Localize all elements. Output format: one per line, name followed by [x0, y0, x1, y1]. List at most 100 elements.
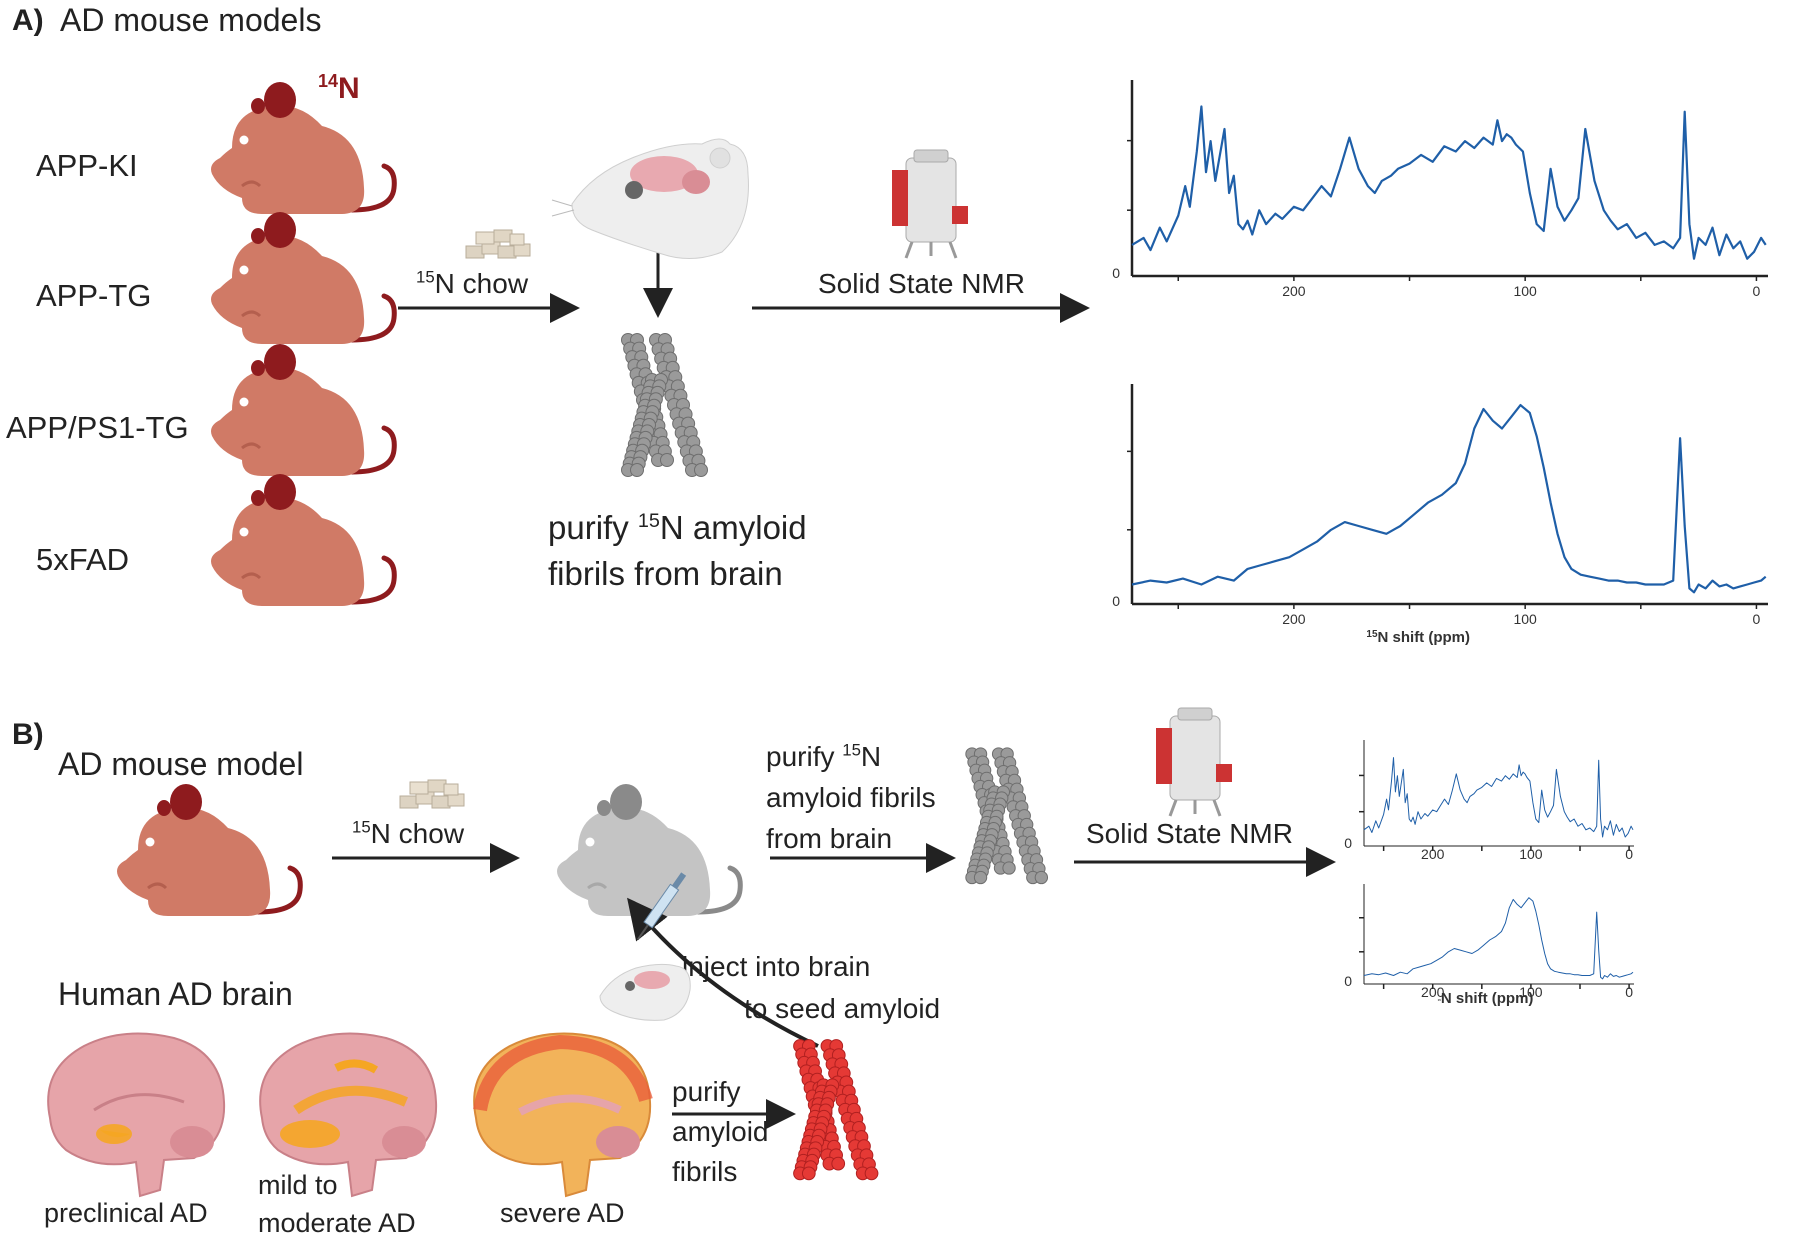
- stage-mild-line1: mild to: [258, 1170, 338, 1200]
- mouse-head-small-icon: [599, 963, 691, 1021]
- model-label-app-tg: APP-TG: [36, 278, 152, 313]
- spectrum-line: [1131, 105, 1767, 260]
- y-tick-label: 0: [1112, 265, 1120, 281]
- fibril-gray-b-icon: [965, 747, 1049, 885]
- brain-preclinical-icon: [47, 1032, 226, 1198]
- purify-a-pre: purify: [548, 509, 638, 546]
- panel-b-chow-label: 15N chow: [352, 818, 464, 850]
- purify-human-line2: amyloid: [672, 1116, 769, 1147]
- panel-a-title: AD mouse models: [60, 2, 322, 38]
- mouse-icon: [117, 784, 303, 916]
- x-tick-label: 200: [1282, 611, 1306, 627]
- chow-b-sup: 15: [352, 817, 371, 837]
- x-tick-label: 200: [1282, 283, 1306, 299]
- purify-human-label: purify amyloid fibrils: [672, 1072, 768, 1192]
- x-tick-label: 100: [1513, 283, 1537, 299]
- purify-b-line3: from brain: [766, 823, 893, 854]
- panel-a-label: A): [12, 4, 44, 37]
- panel-b-nmr-label: Solid State NMR: [1086, 818, 1293, 849]
- stage-label-mild-moderate: mild to moderate AD: [258, 1166, 416, 1242]
- brain-mild-moderate-icon: [259, 1032, 438, 1198]
- y-tick-label: 0: [1344, 973, 1352, 989]
- x-tick-label: 0: [1625, 984, 1633, 1000]
- stage-mild-line2: moderate AD: [258, 1208, 416, 1238]
- x-axis-title-text: N shift (ppm): [1378, 629, 1470, 646]
- inject-label: inject into brain to seed amyloid: [682, 946, 940, 1030]
- x-axis-title: 15N shift (ppm): [1438, 990, 1534, 1007]
- mouse-icon: [211, 344, 397, 476]
- panel-b-title: AD mouse model: [58, 746, 304, 782]
- y-tick-label: 0: [1112, 593, 1120, 609]
- x-tick-label: 200: [1421, 984, 1445, 1000]
- mouse-5xfad: [211, 474, 397, 606]
- purify-b-line2: amyloid fibrils: [766, 782, 936, 813]
- fibril-sphere: [630, 463, 644, 477]
- fibril-sphere: [864, 1166, 879, 1181]
- mouse-icon: [557, 784, 743, 916]
- spectrum-chart-bottom: 200 100 0 0 15N shift (ppm): [1112, 384, 1768, 646]
- fibril-sphere: [1002, 861, 1016, 875]
- purify-human-line1: purify: [672, 1076, 741, 1107]
- chow-pellets-b-icon: [399, 779, 465, 809]
- mouse-head-brain-icon: [551, 138, 749, 259]
- x-tick-label: 0: [1625, 846, 1633, 862]
- panel-a-nmr-label: Solid State NMR: [818, 268, 1025, 299]
- spectrum-line: [1131, 404, 1767, 594]
- inject-line1: inject into brain: [682, 951, 871, 982]
- stage-label-preclinical: preclinical AD: [44, 1198, 208, 1228]
- x-tick-label: 100: [1519, 984, 1543, 1000]
- purify-a-post: N amyloid: [659, 509, 807, 546]
- spectrum-thumbnail-top: 200 100 0 0: [1344, 740, 1634, 862]
- model-label-app-ki: APP-KI: [36, 148, 138, 183]
- spectrum-chart-top: 200 100 0 0: [1112, 80, 1768, 299]
- purify-b-pre: purify: [766, 741, 843, 772]
- spectrum-line: [1363, 897, 1634, 980]
- purify-a-line2: fibrils from brain: [548, 555, 783, 592]
- spectrum-line: [1363, 757, 1634, 838]
- fibril-sphere: [694, 463, 708, 477]
- fibril-sphere: [801, 1166, 816, 1181]
- y-tick-label: 0: [1344, 835, 1352, 851]
- chow-a-sup: 15: [416, 267, 435, 287]
- x-tick-label: 100: [1513, 611, 1537, 627]
- x-axis-title-sup: 15: [1438, 998, 1442, 1002]
- isotope-14n-tag: 14N: [318, 72, 360, 106]
- nmr-magnet-a-icon: [892, 149, 968, 259]
- mouse-app-tg: [211, 212, 397, 344]
- inject-line2: to seed amyloid: [744, 993, 941, 1024]
- chow-b-text: N chow: [370, 818, 465, 849]
- mouse-gray-seeded: [557, 784, 743, 916]
- syringe-icon: [636, 872, 687, 941]
- x-tick-label: 200: [1421, 846, 1445, 862]
- mouse-icon: [211, 212, 397, 344]
- mouse-app-ps1-tg: [211, 344, 397, 476]
- x-tick-label: 0: [1753, 611, 1761, 627]
- fibril-gray-a-icon: [621, 333, 708, 477]
- mouse-app-ki: [211, 82, 397, 214]
- purify-a-sup: 15: [637, 510, 660, 532]
- model-label-5xfad: 5xFAD: [36, 542, 130, 577]
- x-axis-title-text: N shift (ppm): [1441, 990, 1533, 1007]
- x-tick-label: 100: [1519, 846, 1543, 862]
- nmr-magnet-b-icon: [1156, 707, 1232, 817]
- x-tick-label: 0: [1753, 283, 1761, 299]
- fibril-sphere: [1034, 870, 1049, 885]
- x-axis-title: 15N shift (ppm): [1366, 628, 1470, 646]
- mouse-icon: [211, 474, 397, 606]
- purify-b-post: N: [860, 741, 882, 772]
- panel-b-label: B): [12, 718, 44, 751]
- panel-a-chow-label: 15N chow: [416, 268, 528, 300]
- fibril-sphere: [660, 453, 674, 467]
- x-axis-title-sup: 15: [1366, 628, 1378, 639]
- panel-b-purify-label: purify 15N amyloid fibrils from brain: [766, 736, 936, 859]
- stage-label-severe: severe AD: [500, 1198, 625, 1228]
- human-ad-title: Human AD brain: [58, 976, 293, 1012]
- purify-b-sup: 15: [842, 740, 861, 760]
- model-label-app-ps1-tg: APP/PS1-TG: [6, 410, 189, 445]
- mouse-icon: [211, 82, 397, 214]
- spectrum-thumbnail-bottom: 200 100 0 0 15N shift (ppm): [1344, 884, 1634, 1007]
- fibril-sphere: [831, 1156, 846, 1171]
- chow-pellets-a-icon: [465, 229, 531, 259]
- isotope-14-base: N: [338, 72, 360, 105]
- purify-human-line3: fibrils: [672, 1156, 738, 1187]
